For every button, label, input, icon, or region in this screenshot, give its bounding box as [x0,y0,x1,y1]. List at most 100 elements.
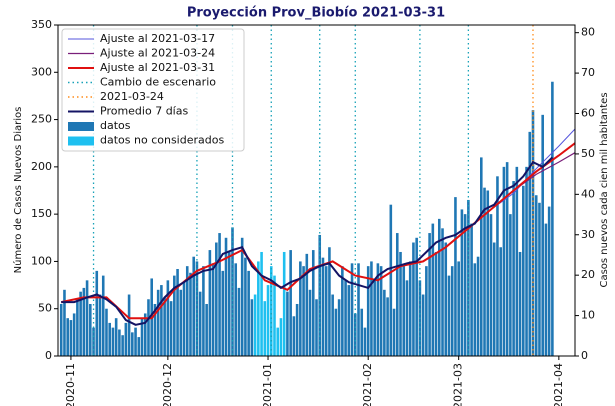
bar [547,206,551,356]
bar [305,253,309,356]
bar [518,251,522,356]
bar [428,233,431,356]
bar [496,176,499,356]
bar [224,237,228,356]
bar [289,250,292,356]
y2-tick-label: 0 [581,349,588,362]
bar [156,289,160,356]
legend-swatch [68,136,94,146]
bar [463,214,467,356]
bar [260,251,263,356]
bar [363,327,367,356]
bar [108,322,111,356]
chart-title: Proyección Prov_Biobío 2021-03-31 [187,6,445,21]
bar [247,270,250,356]
bar [111,327,115,356]
bar [376,263,380,356]
bar [221,270,225,356]
bar [85,280,89,356]
bar [240,237,244,356]
bar [541,114,544,356]
y-axis-label: Número de Casos Nuevos Diarios [12,107,24,274]
bar [341,266,344,356]
bar [534,195,538,356]
y-tick-label: 150 [31,207,52,220]
bar [276,327,280,356]
bar [434,251,438,356]
legend-label: datos [100,119,131,132]
bar [334,308,338,356]
y-tick-label: 250 [31,113,52,126]
bar [502,166,506,356]
x-tick-label: 2021-01 [261,363,274,406]
bar [79,291,82,356]
bar [544,223,548,356]
bar [124,322,128,356]
bar [147,299,150,356]
bar [286,291,289,356]
legend-label: 2021-03-24 [100,90,164,103]
bar [266,285,270,356]
bar [218,233,221,356]
legend-label: Ajuste al 2021-03-17 [100,32,215,45]
bar [370,261,373,356]
bar [92,327,95,356]
bar [179,289,183,356]
y-tick-label: 350 [31,18,52,31]
bar [324,266,328,356]
bar [444,242,448,356]
legend-swatch [68,122,94,131]
bar [412,242,415,356]
bar [95,270,99,356]
bar [295,303,299,356]
bar [321,257,325,356]
bar [454,197,457,356]
bar [59,303,63,356]
y2-axis-label: Casos nuevos cada cien mil habitantes [599,92,610,287]
bar [166,280,170,356]
bar [379,266,383,356]
bar [528,131,532,356]
plot-frame [57,24,576,357]
bar [499,247,502,356]
bar [160,285,163,356]
bar [98,294,102,356]
bar [431,223,435,356]
bar [253,294,257,356]
bar [118,329,121,356]
bar [134,327,137,356]
y-tick-label: 100 [31,254,52,267]
x-tick-label: 2020-12 [161,363,174,406]
bar [173,275,176,356]
bar [315,299,318,356]
legend-label: Promedio 7 días [100,105,188,118]
bar [311,250,315,356]
bar [279,318,283,356]
bar [515,166,519,356]
legend-label: Ajuste al 2021-03-24 [100,47,215,60]
bar [392,308,396,356]
bar [273,275,276,356]
bar [347,285,351,356]
bar [480,157,483,356]
bar [308,289,312,356]
bar [350,263,354,356]
bar [192,256,196,356]
bar [299,261,302,356]
x-tick-label: 2021-04 [552,363,565,406]
bar [425,266,428,356]
bar [234,263,238,356]
bar [360,308,364,356]
bar [505,162,509,356]
bar [476,256,480,356]
bar [208,250,212,356]
bar [331,294,334,356]
bar [263,301,267,356]
bar [395,233,399,356]
bar [250,299,254,356]
y2-tick-label: 40 [581,187,595,200]
bar [176,268,179,356]
bar [121,335,124,356]
bar [131,332,134,356]
